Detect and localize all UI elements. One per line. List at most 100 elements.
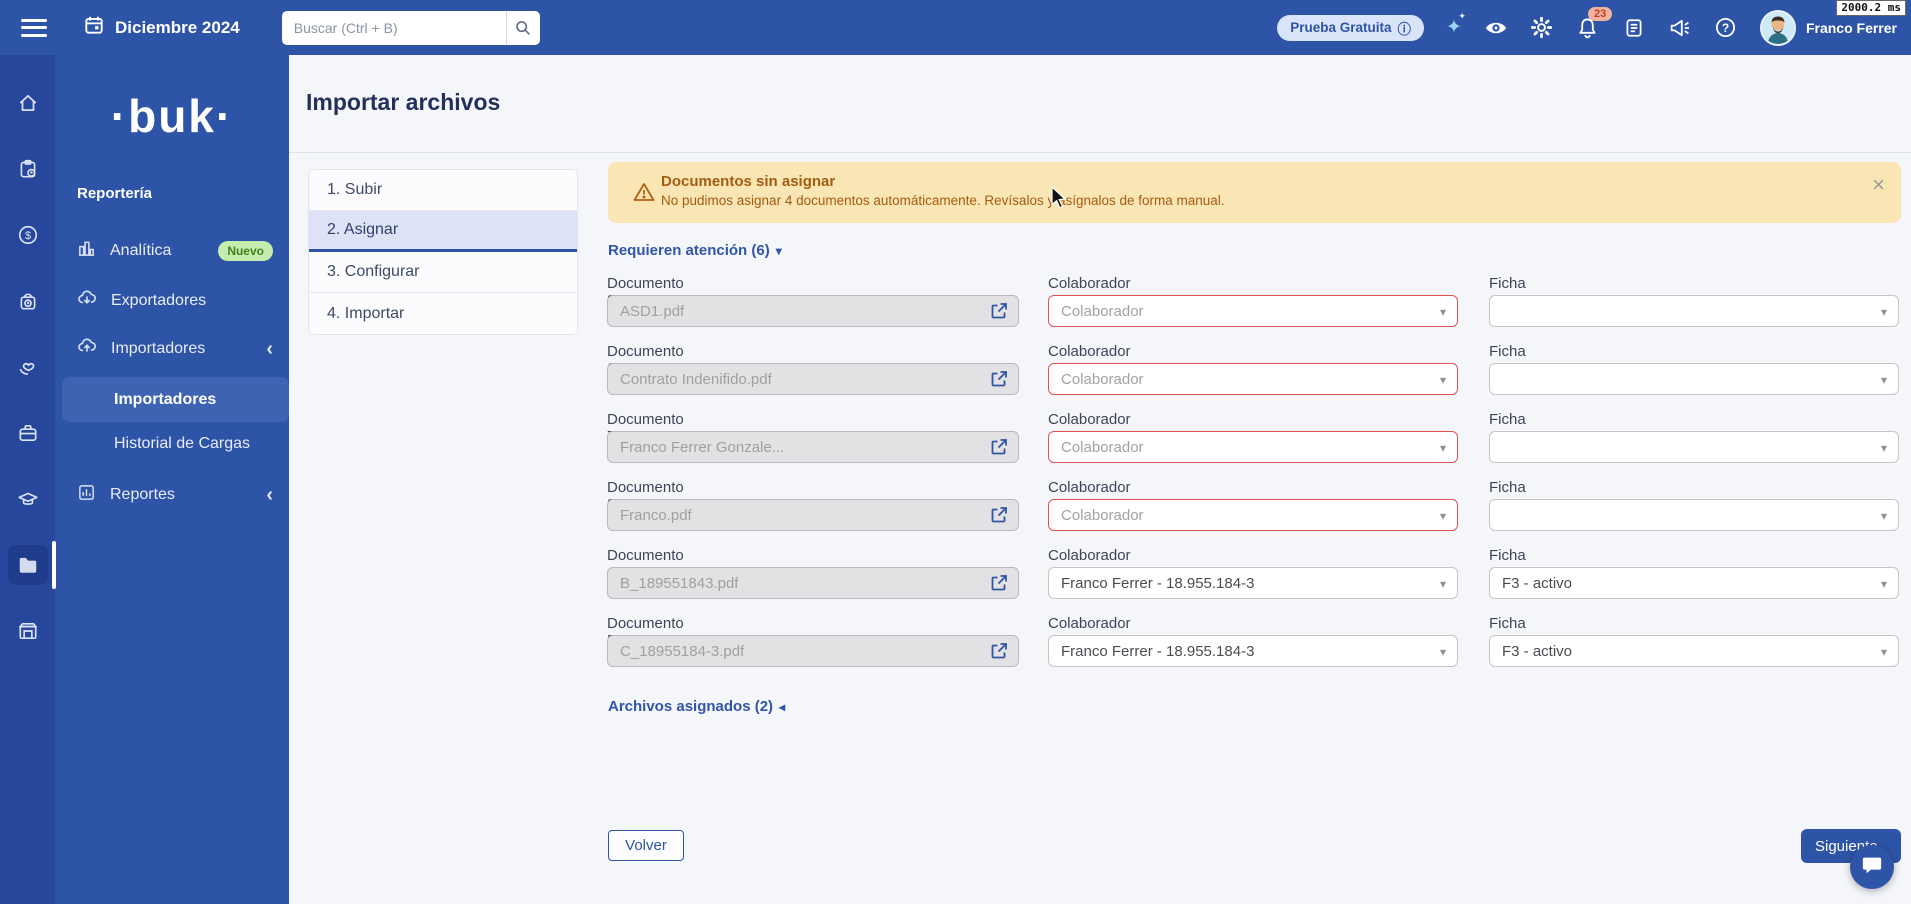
assigned-section-label: Archivos asignados (2) [608,698,774,715]
cloud-download-icon [77,288,97,313]
period-selector[interactable]: Diciembre 2024 [83,14,240,41]
colaborador-dropdown[interactable]: Colaborador ▾ [1048,431,1458,463]
step-configurar[interactable]: 3. Configurar [309,252,577,293]
user-avatar[interactable] [1759,9,1796,46]
ficha-label: Ficha [1489,615,1526,632]
attention-section-toggle[interactable]: Requieren atención (6) ▾ [608,242,782,259]
chevron-down-icon: ▾ [1439,305,1446,319]
file-name: ASD1.pdf [620,302,685,320]
assigned-section-toggle[interactable]: Archivos asignados (2) ◂ [608,698,785,715]
chevron-down-icon: ▾ [1880,509,1887,523]
document-file-field: Franco.pdf [607,499,1019,531]
colaborador-label: Colaborador [1048,411,1131,428]
hamburger-menu-icon[interactable] [21,18,47,37]
user-name-label[interactable]: Franco Ferrer [1805,19,1897,36]
ficha-label: Ficha [1489,343,1526,360]
rail-payments-icon[interactable]: $ [8,215,48,255]
document-file-field: ASD1.pdf [607,295,1019,327]
rail-tasks-clipboard-icon[interactable] [8,149,48,189]
rail-training-icon[interactable] [8,479,48,519]
sidebar-item-reportes[interactable]: Reportes ‹ [77,483,273,507]
close-icon[interactable]: × [1872,172,1885,197]
ficha-value: F3 - activo [1502,642,1573,660]
sidebar-item-importadores[interactable]: Importadores ‹ [77,336,273,361]
document-file-field: Franco Ferrer Gonzale... [607,431,1019,463]
colaborador-label: Colaborador [1048,275,1131,292]
chevron-down-icon: ▾ [1439,577,1446,591]
attention-section-label: Requieren atención (6) [608,242,770,259]
visibility-icon[interactable] [1484,16,1508,40]
notifications-bell-icon[interactable]: 23 [1576,6,1613,40]
chevron-collapse-icon[interactable]: ‹ [266,484,273,506]
rail-benefits-icon[interactable] [8,347,48,387]
rail-files-folder-icon[interactable] [7,541,56,589]
notification-count-badge: 23 [1587,6,1613,21]
document-file-field: B_189551843.pdf [607,567,1019,599]
sidebar-subitem-importadores[interactable]: Importadores [62,377,289,422]
colaborador-placeholder: Colaborador [1061,438,1144,456]
ficha-dropdown[interactable]: ▾ [1489,295,1899,327]
warning-banner: Documentos sin asignar No pudimos asigna… [608,162,1901,223]
rail-attendance-icon[interactable] [8,281,48,321]
trial-badge[interactable]: Prueba Gratuita ⓘ [1277,14,1425,41]
file-name: Contrato Indenifido.pdf [620,370,772,388]
warning-title: Documentos sin asignar [661,173,836,190]
back-button[interactable]: Volver [608,830,684,861]
ficha-dropdown[interactable]: F3 - activo ▾ [1489,567,1899,599]
ficha-dropdown[interactable]: ▾ [1489,499,1899,531]
chevron-down-icon: ▾ [1880,645,1887,659]
external-link-icon[interactable] [989,369,1009,389]
warning-triangle-icon [632,180,656,209]
sidebar-item-analitica[interactable]: Analítica Nuevo [77,239,273,263]
colaborador-dropdown[interactable]: Franco Ferrer - 18.955.184-3 ▾ [1048,635,1458,667]
ficha-label: Ficha [1489,275,1526,292]
file-name: C_18955184-3.pdf [620,642,745,660]
nuevo-badge: Nuevo [218,241,273,261]
sidebar-subitem-historial-de-cargas[interactable]: Historial de Cargas [114,435,251,452]
search-icon[interactable] [505,10,540,45]
news-document-icon[interactable] [1622,16,1646,40]
wizard-steps: 1. Subir 2. Asignar 3. Configurar 4. Imp… [308,169,578,335]
step-subir[interactable]: 1. Subir [309,170,577,211]
rail-home-icon[interactable] [8,83,48,123]
external-link-icon[interactable] [989,641,1009,661]
external-link-icon[interactable] [989,505,1009,525]
external-link-icon[interactable] [989,573,1009,593]
announcements-megaphone-icon[interactable] [1668,16,1692,40]
main-content: Importar archivos 1. Subir 2. Asignar 3.… [289,55,1911,904]
buk-logo: ·buk· [110,90,234,142]
info-icon: ⓘ [1397,21,1412,37]
chevron-down-icon: ▾ [1880,577,1887,591]
colaborador-dropdown[interactable]: Franco Ferrer - 18.955.184-3 ▾ [1048,567,1458,599]
ficha-label: Ficha [1489,479,1526,496]
external-link-icon[interactable] [989,301,1009,321]
external-link-icon[interactable] [989,437,1009,457]
topbar-actions: Prueba Gratuita ⓘ ✦ ✦ 23 ? [1277,6,1911,46]
colaborador-dropdown[interactable]: Colaborador ▾ [1048,295,1458,327]
topbar: Diciembre 2024 Prueba Gratuita ⓘ ✦✦ 23 [0,0,1911,55]
colaborador-label: Colaborador [1048,479,1131,496]
file-name: B_189551843.pdf [620,574,739,592]
ficha-dropdown[interactable]: ▾ [1489,431,1899,463]
sidebar-item-exportadores[interactable]: Exportadores [77,288,273,313]
ficha-dropdown[interactable]: F3 - activo ▾ [1489,635,1899,667]
search-input[interactable] [281,10,540,45]
chevron-left-icon: ◂ [779,700,786,714]
ficha-dropdown[interactable]: ▾ [1489,363,1899,395]
settings-gear-icon[interactable] [1530,16,1554,40]
ai-sparkle-icon[interactable]: ✦ ✦ [1446,11,1466,38]
svg-text:$: $ [24,230,30,242]
colaborador-dropdown[interactable]: Colaborador ▾ [1048,363,1458,395]
chevron-collapse-icon[interactable]: ‹ [266,337,273,360]
step-asignar[interactable]: 2. Asignar [309,211,577,252]
rail-reports-icon[interactable] [8,611,48,651]
chat-widget-button[interactable] [1850,845,1894,889]
sidebar-item-label: Reportes [110,486,175,503]
ficha-value: F3 - activo [1502,574,1573,592]
rail-talent-briefcase-icon[interactable] [8,413,48,453]
chevron-down-icon: ▾ [1880,305,1887,319]
help-icon[interactable]: ? [1714,16,1738,40]
colaborador-dropdown[interactable]: Colaborador ▾ [1048,499,1458,531]
sidebar-item-label: Exportadores [111,291,207,309]
step-importar[interactable]: 4. Importar [309,293,577,334]
